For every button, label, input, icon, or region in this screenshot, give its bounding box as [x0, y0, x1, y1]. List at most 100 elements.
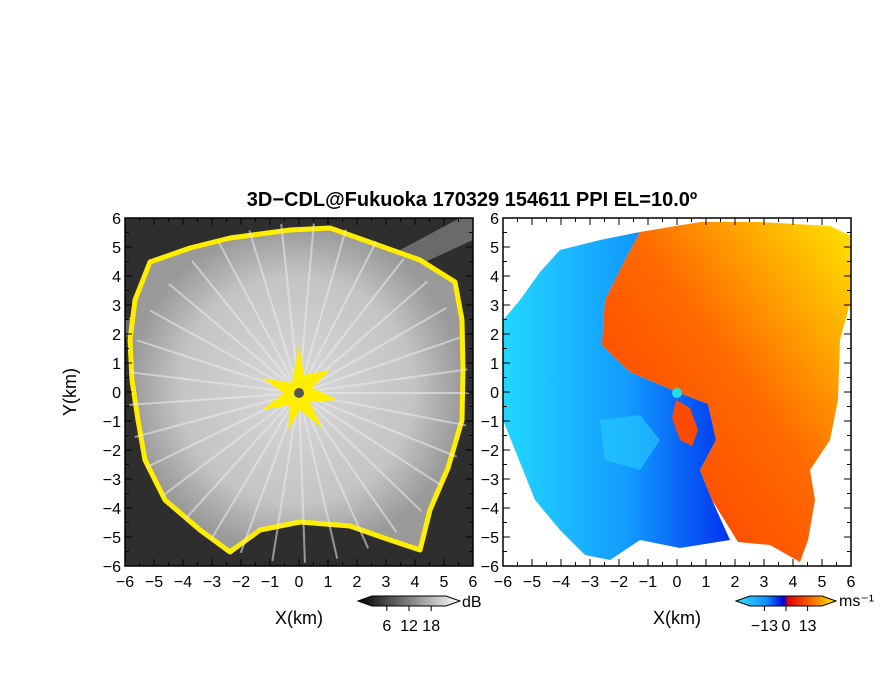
reflectivity-y-title: Y(km) [60, 368, 80, 416]
x-tick-label: −2 [232, 574, 250, 591]
radial-streak [149, 309, 300, 394]
velocity-image [503, 218, 851, 566]
radial-streak [168, 282, 300, 394]
radial-streak [210, 392, 300, 540]
y-tick-label: −3 [103, 472, 121, 489]
radial-streak [130, 371, 300, 394]
radial-streak [162, 392, 300, 497]
y-tick-label: −6 [103, 559, 121, 576]
colorbar-tick-label: 18 [422, 618, 440, 635]
x-tick-label: −1 [639, 574, 657, 591]
y-tick-label: 6 [490, 211, 499, 228]
radial-streak [298, 392, 339, 559]
x-tick-label: 3 [382, 574, 391, 591]
colorbar-tick-label: −13 [751, 618, 778, 635]
velocity-radar-site-marker [672, 388, 682, 398]
y-tick-label: 2 [112, 327, 121, 344]
velocity-x-title: X(km) [653, 608, 701, 628]
beam-blockage-ne [400, 218, 473, 268]
x-tick-label: 3 [760, 574, 769, 591]
x-tick-label: −3 [203, 574, 221, 591]
radial-streak [248, 230, 300, 394]
y-tick-label: 4 [490, 269, 499, 286]
chart-title: 3D−CDL@Fukuoka 170329 154611 PPI EL=10.0… [247, 189, 697, 211]
y-tick-label: −1 [103, 414, 121, 431]
y-tick-label: 1 [112, 356, 121, 373]
x-tick-label: 5 [440, 574, 449, 591]
x-tick-label: 2 [731, 574, 740, 591]
x-tick-label: −1 [261, 574, 279, 591]
y-tick-label: −4 [481, 501, 499, 518]
y-tick-label: −5 [481, 530, 499, 547]
velocity-colorbar-ticks: −13 0 13 [751, 606, 817, 635]
radial-streak [298, 392, 370, 549]
reflectivity-panel: −6 −5 −4 −3 −2 −1 0 1 2 3 4 5 6 6543210−1−2−3−4−5−6 … [60, 211, 482, 635]
y-tick-label: 3 [490, 298, 499, 315]
x-tick-label: 0 [295, 574, 304, 591]
y-tick-label: −6 [481, 559, 499, 576]
x-tick-label: −6 [494, 574, 512, 591]
velocity-colorbar-unit: ms⁻¹ [839, 593, 874, 610]
colorbar-tick-label: 12 [400, 618, 418, 635]
reflectivity-x-title: X(km) [275, 608, 323, 628]
reflectivity-colorbar: 6 12 18 dB [356, 594, 482, 635]
y-tick-label: 5 [112, 240, 121, 257]
radial-streak [298, 336, 461, 394]
y-tick-label: −2 [103, 443, 121, 460]
radial-streak [298, 307, 447, 394]
radial-streak [298, 392, 306, 563]
radial-streak [298, 392, 457, 458]
x-tick-label: 6 [469, 574, 478, 591]
colorbar-tick-label: 0 [782, 618, 791, 635]
x-tick-label: 0 [673, 574, 682, 591]
radial-streak [298, 241, 378, 394]
radial-streak [218, 242, 300, 394]
y-tick-label: 5 [490, 240, 499, 257]
y-tick-label: 0 [112, 385, 121, 402]
x-tick-label: 4 [411, 574, 420, 591]
radial-streaks [129, 223, 469, 563]
y-tick-label: −1 [481, 414, 499, 431]
velocity-panel: −6 −5 −4 −3 −2 −1 0 1 2 3 4 5 6 6 5 4 3 2 1 0 −1 −2 −3 −4 −5−6 … [481, 211, 874, 635]
y-tick-label: −2 [481, 443, 499, 460]
x-tick-label: 1 [702, 574, 711, 591]
near-range-highlight [262, 345, 338, 430]
radial-streak [298, 392, 422, 512]
radial-streak [298, 258, 405, 394]
y-tick-label: 1 [490, 356, 499, 373]
reflectivity-colorbar-unit: dB [462, 594, 482, 611]
y-tick-label: 6 [112, 211, 121, 228]
y-tick-label: 2 [490, 327, 499, 344]
x-tick-label: 4 [789, 574, 798, 591]
x-tick-label: −4 [552, 574, 570, 591]
radial-streak [191, 260, 300, 394]
colorbar-tick-label: 13 [799, 618, 817, 635]
velocity-approaching-region [503, 232, 730, 560]
y-tick-label: 3 [112, 298, 121, 315]
reflectivity-y-ticks: 6 5 4 3 2 1 0 −1 −2 −3 −4 −5 −6 [103, 211, 473, 576]
radar-site-marker [294, 388, 304, 398]
x-tick-label: −2 [610, 574, 628, 591]
velocity-red-tongue [672, 400, 698, 446]
y-tick-label: −5 [103, 530, 121, 547]
radial-streak [134, 392, 300, 438]
reflectivity-colorbar-ticks: 6 12 18 [382, 606, 440, 635]
velocity-colorbar: −13 0 13 ms⁻¹ [734, 593, 874, 635]
x-tick-label: −4 [174, 574, 192, 591]
radial-streak [184, 392, 300, 521]
x-tick-label: 6 [847, 574, 856, 591]
x-tick-label: −3 [581, 574, 599, 591]
reflectivity-image [125, 218, 473, 566]
velocity-receding-region [602, 222, 851, 562]
y-tick-label: −3 [481, 472, 499, 489]
x-tick-label: 2 [353, 574, 362, 591]
colorbar-tick-label: 6 [382, 618, 391, 635]
radial-streak [298, 392, 443, 487]
radial-streak [298, 229, 347, 394]
velocity-x-ticks: −6 −5 −4 −3 −2 −1 0 1 2 3 4 5 6 [494, 218, 856, 591]
velocity-cyan-patch [600, 415, 660, 470]
radial-streak [271, 392, 300, 562]
x-tick-label: −5 [523, 574, 541, 591]
y-tick-label: 4 [112, 269, 121, 286]
x-tick-label: −5 [145, 574, 163, 591]
